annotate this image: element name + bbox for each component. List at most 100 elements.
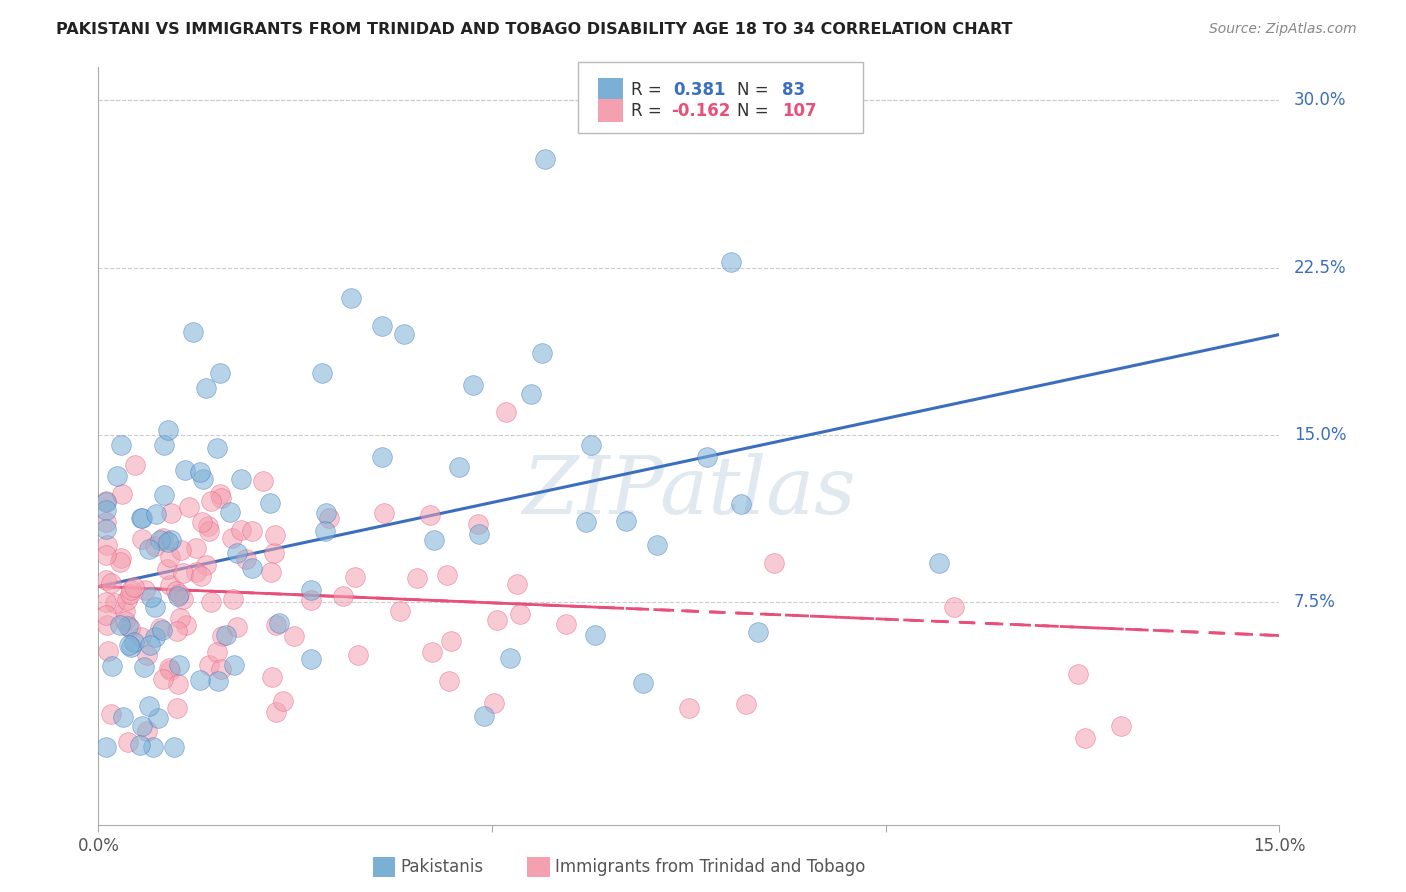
Point xyxy=(207,674,229,689)
Point xyxy=(118,621,141,635)
Point xyxy=(495,405,517,419)
Point xyxy=(166,624,188,638)
Point xyxy=(222,592,245,607)
Point xyxy=(166,583,188,598)
Text: N =: N = xyxy=(737,102,773,120)
Point xyxy=(96,548,118,562)
Point xyxy=(506,576,529,591)
Point xyxy=(264,527,287,541)
Point xyxy=(467,527,489,541)
Point xyxy=(194,381,217,395)
Point xyxy=(131,532,153,546)
Point xyxy=(149,533,172,547)
Point xyxy=(146,711,169,725)
Point xyxy=(420,645,443,659)
Point xyxy=(96,574,118,588)
Point xyxy=(299,582,322,597)
Point xyxy=(120,640,142,654)
Point xyxy=(131,630,153,644)
Point xyxy=(211,628,233,642)
Point xyxy=(100,707,122,722)
Text: 0.381: 0.381 xyxy=(673,80,725,98)
Point xyxy=(943,600,966,615)
Point xyxy=(271,693,294,707)
Point xyxy=(583,628,606,642)
Point xyxy=(240,561,263,575)
Text: R =: R = xyxy=(631,80,668,98)
Point xyxy=(117,735,139,749)
Point xyxy=(152,672,174,686)
Point xyxy=(696,450,718,464)
Point xyxy=(118,638,141,652)
Point xyxy=(346,648,368,663)
Point xyxy=(153,438,176,452)
Point xyxy=(167,586,190,600)
Point xyxy=(162,740,184,755)
Point xyxy=(200,595,222,609)
Point xyxy=(145,508,167,522)
Point xyxy=(472,709,495,723)
Point xyxy=(122,635,145,649)
Point xyxy=(172,566,194,580)
Point xyxy=(315,507,337,521)
Point xyxy=(419,508,441,522)
Point xyxy=(135,723,157,738)
Point xyxy=(388,604,411,618)
Point xyxy=(186,565,208,579)
Point xyxy=(160,533,183,547)
Point xyxy=(96,493,118,508)
Point xyxy=(142,740,165,755)
Point xyxy=(101,658,124,673)
Point xyxy=(194,558,217,572)
Point xyxy=(645,538,668,552)
Point xyxy=(197,519,219,533)
Point xyxy=(225,546,247,560)
Point xyxy=(264,706,287,720)
Point xyxy=(167,676,190,690)
Point xyxy=(260,565,283,579)
Point xyxy=(229,523,252,537)
Point xyxy=(231,472,253,486)
Point xyxy=(188,465,211,479)
Point xyxy=(1074,731,1097,746)
Text: N =: N = xyxy=(737,80,773,98)
Point xyxy=(191,472,214,486)
Point xyxy=(735,697,758,711)
Point xyxy=(486,613,509,627)
Point xyxy=(114,615,136,629)
Point xyxy=(678,701,700,715)
Point xyxy=(97,643,120,657)
Text: Source: ZipAtlas.com: Source: ZipAtlas.com xyxy=(1209,22,1357,37)
Text: PAKISTANI VS IMMIGRANTS FROM TRINIDAD AND TOBAGO DISABILITY AGE 18 TO 34 CORRELA: PAKISTANI VS IMMIGRANTS FROM TRINIDAD AN… xyxy=(56,22,1012,37)
Point xyxy=(406,572,429,586)
Point xyxy=(170,543,193,558)
Point xyxy=(110,438,132,452)
Point xyxy=(519,387,541,401)
Point xyxy=(209,662,232,676)
Point xyxy=(124,458,146,472)
Point xyxy=(143,539,166,553)
Point xyxy=(299,652,322,666)
Point xyxy=(259,496,281,510)
Point xyxy=(104,596,127,610)
Point xyxy=(159,549,181,564)
Point xyxy=(1067,667,1090,681)
Point xyxy=(747,624,769,639)
Point xyxy=(730,497,752,511)
Point xyxy=(131,511,153,525)
Point xyxy=(344,570,367,584)
Point xyxy=(332,589,354,603)
Point xyxy=(533,152,555,166)
Point xyxy=(235,552,257,566)
Point xyxy=(105,469,128,483)
Point xyxy=(153,488,176,502)
Point xyxy=(132,660,155,674)
Point xyxy=(134,582,156,597)
Point xyxy=(157,661,180,675)
Point xyxy=(509,607,531,622)
Point xyxy=(167,657,190,672)
Point xyxy=(100,575,122,590)
Point xyxy=(117,619,139,633)
Point xyxy=(440,633,463,648)
Point xyxy=(143,630,166,644)
